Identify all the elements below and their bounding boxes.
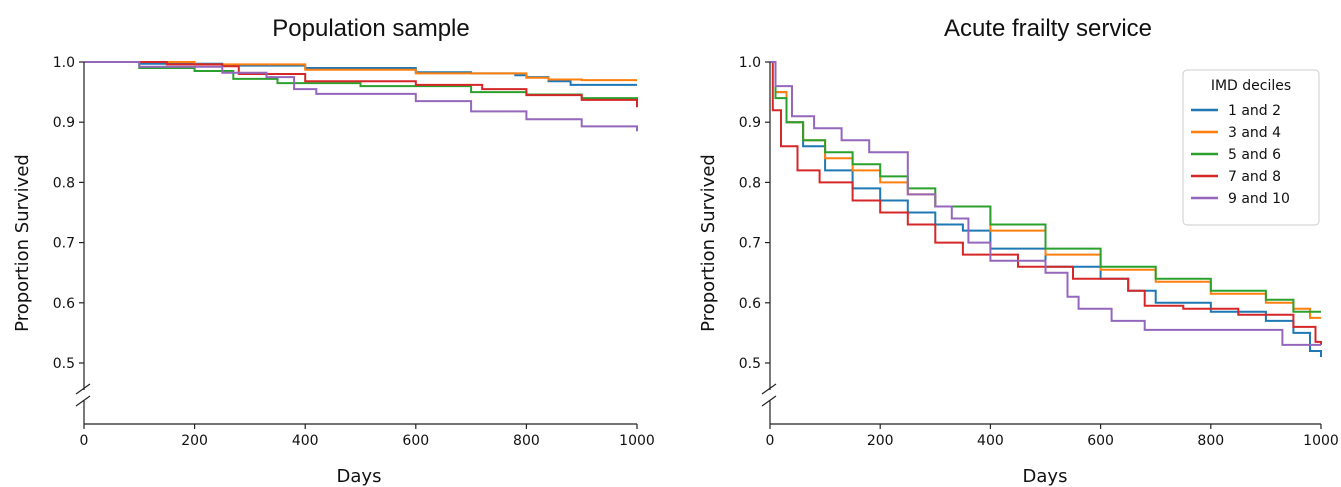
x-tick-label: 800 (513, 433, 540, 449)
x-tick-label: 0 (766, 433, 775, 449)
x-tick-label: 200 (181, 433, 208, 449)
series-line-4 (84, 61, 638, 108)
series-line-4 (770, 61, 1322, 345)
y-tick-label: 0.8 (53, 175, 75, 191)
legend-item: 9 and 10 (1191, 191, 1290, 207)
series-group (84, 61, 638, 132)
y-axis-label: Proportion Survived (698, 154, 719, 332)
x-tick-label: 1000 (1303, 433, 1339, 449)
y-tick-label: 0.7 (739, 236, 761, 252)
legend-item: 3 and 4 (1191, 125, 1281, 141)
x-axis-label: Days (337, 466, 382, 487)
y-axis-label: Proportion Survived (12, 154, 33, 332)
legend-label: 5 and 6 (1228, 147, 1281, 163)
panel-acute-frailty-service: Acute frailty service 0.5 0.6 0.7 0.8 0.9 1.0… (698, 15, 1339, 487)
panel-population-sample: Population sample 0.5 0.6 0.7 0.8 0.9 1.0 0 200… (12, 15, 655, 487)
legend-item: 1 and 2 (1191, 103, 1281, 119)
axis-break-mark (75, 383, 91, 395)
series-line-5 (84, 61, 638, 132)
chart-title: Population sample (272, 15, 469, 42)
legend-label: 1 and 2 (1228, 103, 1281, 119)
x-tick-label: 400 (292, 433, 319, 449)
legend-item: 5 and 6 (1191, 147, 1281, 163)
y-tick-label: 0.9 (739, 115, 761, 131)
x-tick-label: 600 (402, 433, 429, 449)
legend-title: IMD deciles (1211, 78, 1291, 94)
series-line-5 (770, 61, 1321, 346)
legend-item: 7 and 8 (1191, 169, 1281, 185)
axes: 0.5 0.6 0.7 0.8 0.9 1.0 0 200 400 600 800 1000 (53, 55, 655, 449)
y-tick-label: 0.9 (53, 115, 75, 131)
axes: 0.5 0.6 0.7 0.8 0.9 1.0 0 200 400 600 800 1000 (739, 55, 1339, 449)
axis-break-mark (75, 395, 91, 407)
y-tick-label: 0.5 (739, 356, 761, 372)
y-tick-label: 0.6 (53, 296, 75, 312)
x-tick-label: 800 (1197, 433, 1224, 449)
y-tick-label: 0.7 (53, 236, 75, 252)
x-tick-label: 600 (1087, 433, 1114, 449)
legend: IMD deciles 1 and 2 3 and 4 5 and 6 7 and 8… (1182, 69, 1320, 226)
x-tick-label: 400 (977, 433, 1004, 449)
y-tick-label: 1.0 (53, 55, 75, 71)
series-group (770, 61, 1322, 357)
y-tick-label: 0.6 (739, 296, 761, 312)
legend-label: 9 and 10 (1228, 191, 1290, 207)
x-axis-label: Days (1023, 466, 1068, 487)
legend-label: 7 and 8 (1228, 169, 1281, 185)
x-tick-label: 0 (80, 433, 89, 449)
y-tick-label: 0.8 (739, 175, 761, 191)
axis-break-mark (761, 383, 777, 395)
legend-label: 3 and 4 (1228, 125, 1281, 141)
x-tick-label: 1000 (619, 433, 655, 449)
legend-items: 1 and 2 3 and 4 5 and 6 7 and 8 9 and 10 (1191, 103, 1290, 207)
axis-break-mark (761, 395, 777, 407)
chart-title: Acute frailty service (944, 15, 1152, 42)
y-tick-label: 0.5 (53, 356, 75, 372)
y-tick-label: 1.0 (739, 55, 761, 71)
x-tick-label: 200 (867, 433, 894, 449)
